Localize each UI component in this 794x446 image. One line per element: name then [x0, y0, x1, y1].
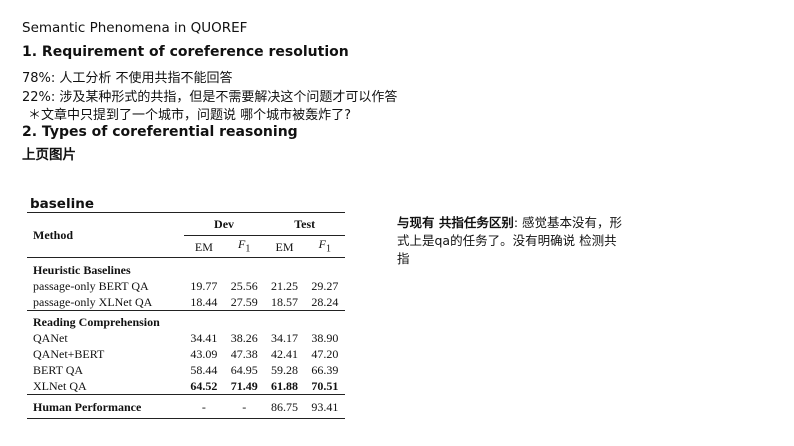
table-row-best: XLNet QA 64.52 71.49 61.88 70.51: [27, 378, 345, 395]
f1-letter: F: [318, 237, 326, 251]
header-dev-f1: F1: [224, 235, 265, 259]
row-method: passage-only XLNet QA: [33, 295, 153, 310]
note-bold: 与现有 共指任务区别: [397, 215, 514, 230]
test-em: 21.25: [271, 279, 299, 294]
table-row: QANet+BERT 43.09 47.38 42.41 47.20: [27, 346, 345, 362]
section-heuristic: Heuristic Baselines: [27, 258, 345, 279]
dev-f1: 71.49: [230, 379, 258, 394]
stat-line-78: 78%: 人工分析 不使用共指不能回答: [22, 71, 233, 86]
slide-title: Semantic Phenomena in QUOREF: [22, 20, 248, 36]
test-em: 42.41: [271, 347, 299, 362]
test-em: 59.28: [271, 363, 299, 378]
row-method: QANet+BERT: [33, 347, 105, 362]
test-em: 18.57: [271, 295, 299, 310]
dev-em: 19.77: [190, 279, 218, 294]
results-table: Method Dev Test EM F1 EM F1 Heuristic Ba…: [27, 212, 345, 420]
comparison-note: 与现有 共指任务区别: 感觉基本没有，形式上是qa的任务了。没有明确说 检测共指: [397, 214, 627, 268]
test-em: 61.88: [271, 379, 299, 394]
dev-f1: 64.95: [230, 363, 258, 378]
test-f1: 93.41: [311, 400, 339, 415]
f1-subscript: 1: [326, 243, 331, 255]
header-test-em: EM: [264, 235, 305, 259]
row-method: passage-only BERT QA: [33, 279, 149, 294]
header-dev: Dev: [183, 212, 265, 236]
test-em: 34.17: [271, 331, 299, 346]
heading-types: 2. Types of coreferential reasoning: [22, 124, 298, 140]
f1-letter: F: [238, 237, 246, 251]
heading-previous-image: 上页图片: [22, 147, 76, 163]
baseline-label: baseline: [30, 196, 94, 212]
dev-em: 34.41: [190, 331, 218, 346]
test-em: 86.75: [271, 400, 299, 415]
section-reading-comprehension: Reading Comprehension: [27, 311, 345, 331]
note-text: : 感觉基本没有，形式上是qa的任务了。没有明确说 检测共指: [397, 215, 623, 266]
test-f1: 38.90: [311, 331, 339, 346]
dev-f1: 47.38: [230, 347, 258, 362]
dev-f1: 38.26: [230, 331, 258, 346]
test-f1: 29.27: [311, 279, 339, 294]
test-f1: 70.51: [311, 379, 339, 394]
heading-requirement: 1. Requirement of coreference resolution: [22, 44, 349, 60]
table-row-human: Human Performance - - 86.75 93.41: [27, 395, 345, 419]
dev-em: 43.09: [190, 347, 218, 362]
row-method: QANet: [33, 331, 68, 346]
dev-em: 58.44: [190, 363, 218, 378]
dev-f1: -: [242, 400, 247, 415]
f1-subscript: 1: [245, 243, 251, 255]
example-line: ＊文章中只提到了一个城市，问题说 哪个城市被轰炸了?: [28, 108, 352, 123]
test-f1: 47.20: [311, 347, 339, 362]
row-method: BERT QA: [33, 363, 84, 378]
dev-em: 64.52: [190, 379, 218, 394]
table-row: BERT QA 58.44 64.95 59.28 66.39: [27, 362, 345, 378]
table-row: passage-only XLNet QA 18.44 27.59 18.57 …: [27, 294, 345, 311]
dev-em: 18.44: [190, 295, 218, 310]
test-f1: 66.39: [311, 363, 339, 378]
header-dev-em: EM: [183, 235, 225, 259]
row-method: XLNet QA: [33, 379, 87, 394]
header-method: Method: [27, 212, 184, 259]
dev-f1: 27.59: [230, 295, 258, 310]
dev-em: -: [201, 400, 206, 415]
table-row: QANet 34.41 38.26 34.17 38.90: [27, 330, 345, 346]
table-row: passage-only BERT QA 19.77 25.56 21.25 2…: [27, 278, 345, 294]
dev-f1: 25.56: [230, 279, 258, 294]
header-test: Test: [264, 212, 345, 236]
row-method: Human Performance: [33, 400, 142, 415]
test-f1: 28.24: [311, 295, 339, 310]
header-test-f1: F1: [304, 235, 345, 259]
section-label: Heuristic Baselines: [33, 263, 131, 278]
stat-line-22: 22%: 涉及某种形式的共指，但是不需要解决这个问题才可以作答: [22, 90, 398, 105]
results-table-wrapper: Method Dev Test EM F1 EM F1 Heuristic Ba…: [27, 212, 345, 420]
section-label: Reading Comprehension: [33, 315, 160, 330]
